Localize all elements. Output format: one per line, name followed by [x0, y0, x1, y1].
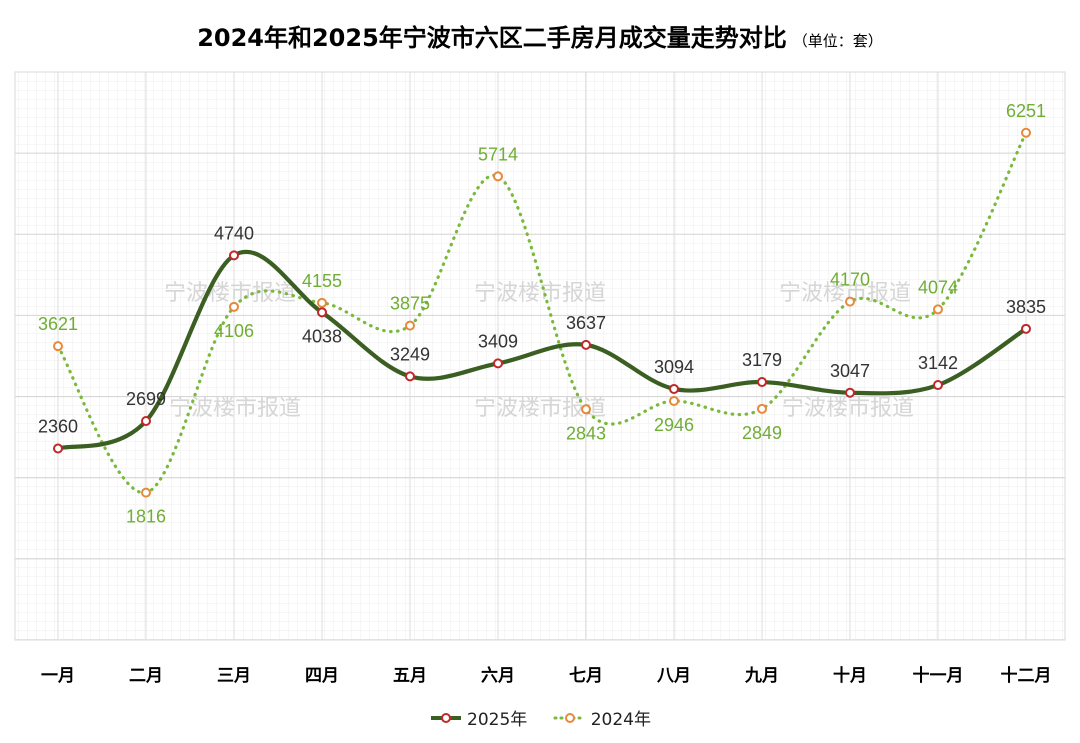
x-tick-label: 六月 [481, 665, 515, 686]
data-point-2025[interactable] [669, 383, 679, 394]
watermark-text: 宁波楼市报道 [474, 281, 606, 306]
data-label-2025: 3835 [1006, 297, 1046, 317]
data-label-2024: 4155 [302, 271, 342, 291]
data-point-2025[interactable] [405, 371, 415, 382]
data-label-2024: 1816 [126, 507, 166, 527]
legend: 2025年 2024年 [0, 705, 1080, 730]
data-label-2024: 2849 [742, 423, 782, 443]
data-label-2025: 3047 [830, 361, 870, 381]
plot-area [14, 71, 1066, 641]
data-point-2024[interactable] [669, 395, 679, 406]
legend-swatch-2025 [431, 712, 462, 723]
data-point-2025[interactable] [845, 387, 855, 398]
data-label-2025: 2699 [126, 389, 166, 409]
legend-label-2024: 2024年 [590, 710, 651, 730]
x-tick-label: 三月 [217, 666, 251, 686]
data-label-2025: 4740 [214, 223, 254, 243]
x-tick-label: 五月 [393, 666, 427, 686]
data-label-2024: 6251 [1006, 101, 1046, 121]
data-point-2024[interactable] [141, 487, 151, 498]
chart-title: 2024年和2025年宁波市六区二手房月成交量走势对比 [197, 24, 787, 52]
data-point-2024[interactable] [405, 320, 415, 331]
x-tick-label: 一月 [41, 666, 75, 686]
data-point-2025[interactable] [141, 415, 151, 426]
watermark-text: 宁波楼市报道 [164, 281, 296, 306]
data-label-2024: 2843 [566, 423, 606, 443]
data-label-2024: 4170 [830, 270, 870, 290]
data-point-2024[interactable] [933, 304, 943, 315]
watermark-text: 宁波楼市报道 [782, 396, 914, 421]
legend-item-2024[interactable]: 2024年 [553, 705, 651, 730]
data-point-2024[interactable] [53, 341, 63, 352]
watermark-text: 宁波楼市报道 [779, 281, 911, 306]
data-label-2025: 3094 [654, 357, 694, 377]
data-point-2025[interactable] [229, 250, 239, 261]
line-chart: 宁波楼市报道 宁波楼市报道 宁波楼市报道宁波楼市报道 宁波楼市报道 宁波楼市报道 一月二… [14, 71, 1066, 686]
data-point-2024[interactable] [317, 297, 327, 308]
data-point-2025[interactable] [1021, 323, 1031, 334]
x-tick-label: 四月 [305, 666, 339, 686]
legend-label-2025: 2025年 [467, 710, 528, 730]
chart-title-block: 2024年和2025年宁波市六区二手房月成交量走势对比 （单位：套） [0, 18, 1080, 53]
data-point-2024[interactable] [229, 301, 239, 312]
data-point-2025[interactable] [317, 307, 327, 318]
data-point-2025[interactable] [933, 380, 943, 391]
data-label-2024: 3621 [38, 314, 78, 334]
data-point-2024[interactable] [1021, 127, 1031, 138]
data-point-2025[interactable] [581, 339, 591, 350]
data-label-2024: 3875 [390, 294, 430, 314]
data-label-2024: 4074 [918, 277, 958, 297]
data-label-2025: 2360 [38, 417, 78, 437]
data-point-2024[interactable] [493, 171, 503, 182]
x-tick-label: 九月 [744, 666, 779, 686]
legend-item-2025[interactable]: 2025年 [429, 705, 527, 730]
chart-subtitle: （单位：套） [792, 32, 883, 50]
data-label-2025: 3249 [390, 344, 430, 364]
data-label-2025: 3179 [742, 350, 782, 370]
data-label-2024: 2946 [654, 415, 694, 435]
data-label-2025: 3142 [918, 353, 958, 373]
data-point-2025[interactable] [757, 377, 767, 388]
data-label-2025: 3409 [478, 331, 518, 351]
x-tick-label: 八月 [657, 666, 691, 686]
data-point-2025[interactable] [53, 443, 63, 454]
data-label-2025: 3637 [566, 313, 606, 333]
data-point-2024[interactable] [581, 404, 591, 415]
x-tick-label: 十一月 [913, 665, 964, 686]
legend-swatch-2024 [553, 712, 587, 723]
data-label-2024: 4106 [214, 321, 254, 341]
data-point-2024[interactable] [757, 403, 767, 414]
data-label-2024: 5714 [478, 144, 518, 164]
watermark-text: 宁波楼市报道 [169, 396, 301, 421]
data-label-2025: 4038 [302, 326, 342, 346]
x-tick-label: 七月 [569, 666, 603, 686]
x-tick-label: 二月 [129, 666, 163, 686]
data-point-2025[interactable] [493, 358, 503, 369]
x-tick-label: 十月 [833, 665, 867, 686]
x-tick-label: 十二月 [1001, 665, 1052, 686]
data-point-2024[interactable] [845, 296, 855, 307]
